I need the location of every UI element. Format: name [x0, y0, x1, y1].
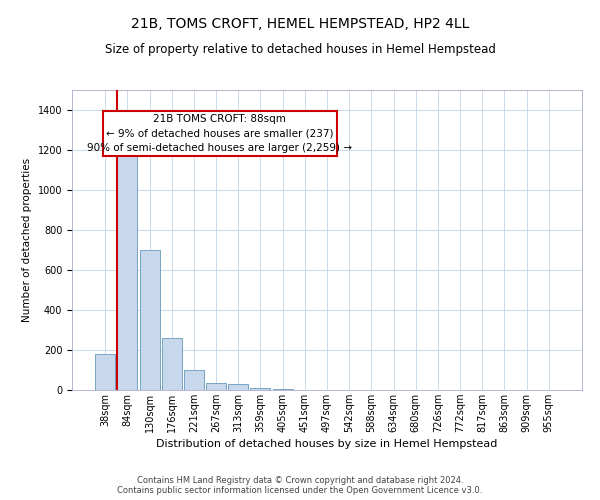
- Bar: [206, 383, 226, 390]
- FancyBboxPatch shape: [103, 111, 337, 156]
- Text: Contains HM Land Registry data © Crown copyright and database right 2024.
Contai: Contains HM Land Registry data © Crown c…: [118, 476, 482, 495]
- Bar: [95, 354, 115, 390]
- Bar: [184, 370, 204, 390]
- Text: 21B TOMS CROFT: 88sqm
← 9% of detached houses are smaller (237)
90% of semi-deta: 21B TOMS CROFT: 88sqm ← 9% of detached h…: [88, 114, 352, 154]
- Y-axis label: Number of detached properties: Number of detached properties: [22, 158, 32, 322]
- Bar: [162, 338, 182, 390]
- Bar: [250, 388, 271, 390]
- Bar: [118, 120, 137, 390]
- Bar: [228, 384, 248, 390]
- Bar: [140, 250, 160, 390]
- Bar: [272, 389, 293, 390]
- Text: Size of property relative to detached houses in Hemel Hempstead: Size of property relative to detached ho…: [104, 42, 496, 56]
- Text: 21B, TOMS CROFT, HEMEL HEMPSTEAD, HP2 4LL: 21B, TOMS CROFT, HEMEL HEMPSTEAD, HP2 4L…: [131, 18, 469, 32]
- X-axis label: Distribution of detached houses by size in Hemel Hempstead: Distribution of detached houses by size …: [157, 439, 497, 449]
